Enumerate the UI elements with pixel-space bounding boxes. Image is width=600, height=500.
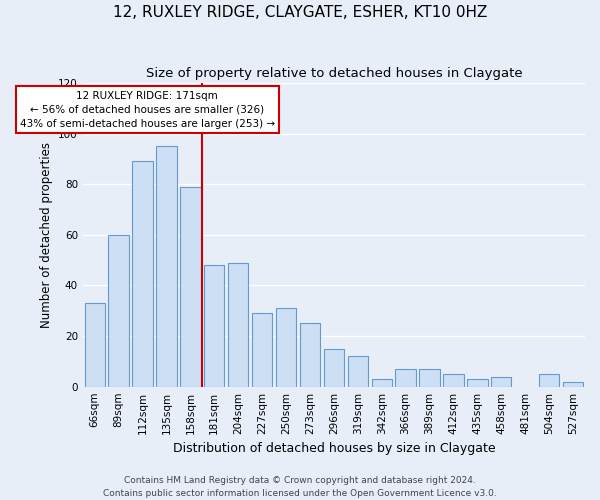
Bar <box>347 356 368 386</box>
Bar <box>395 369 416 386</box>
Text: 12 RUXLEY RIDGE: 171sqm
← 56% of detached houses are smaller (326)
43% of semi-d: 12 RUXLEY RIDGE: 171sqm ← 56% of detache… <box>20 90 275 128</box>
Text: 12, RUXLEY RIDGE, CLAYGATE, ESHER, KT10 0HZ: 12, RUXLEY RIDGE, CLAYGATE, ESHER, KT10 … <box>113 5 487 20</box>
Bar <box>371 379 392 386</box>
Bar <box>157 146 176 386</box>
Title: Size of property relative to detached houses in Claygate: Size of property relative to detached ho… <box>146 68 522 80</box>
Bar <box>467 379 488 386</box>
X-axis label: Distribution of detached houses by size in Claygate: Distribution of detached houses by size … <box>173 442 495 455</box>
Bar <box>563 382 583 386</box>
Bar <box>300 324 320 386</box>
Bar <box>85 303 105 386</box>
Bar <box>539 374 559 386</box>
Bar <box>133 162 153 386</box>
Bar <box>252 314 272 386</box>
Bar <box>443 374 464 386</box>
Bar <box>491 376 511 386</box>
Bar <box>419 369 440 386</box>
Y-axis label: Number of detached properties: Number of detached properties <box>40 142 53 328</box>
Bar <box>228 262 248 386</box>
Bar <box>204 265 224 386</box>
Bar <box>109 235 129 386</box>
Bar <box>180 187 200 386</box>
Text: Contains HM Land Registry data © Crown copyright and database right 2024.
Contai: Contains HM Land Registry data © Crown c… <box>103 476 497 498</box>
Bar <box>324 348 344 387</box>
Bar <box>276 308 296 386</box>
